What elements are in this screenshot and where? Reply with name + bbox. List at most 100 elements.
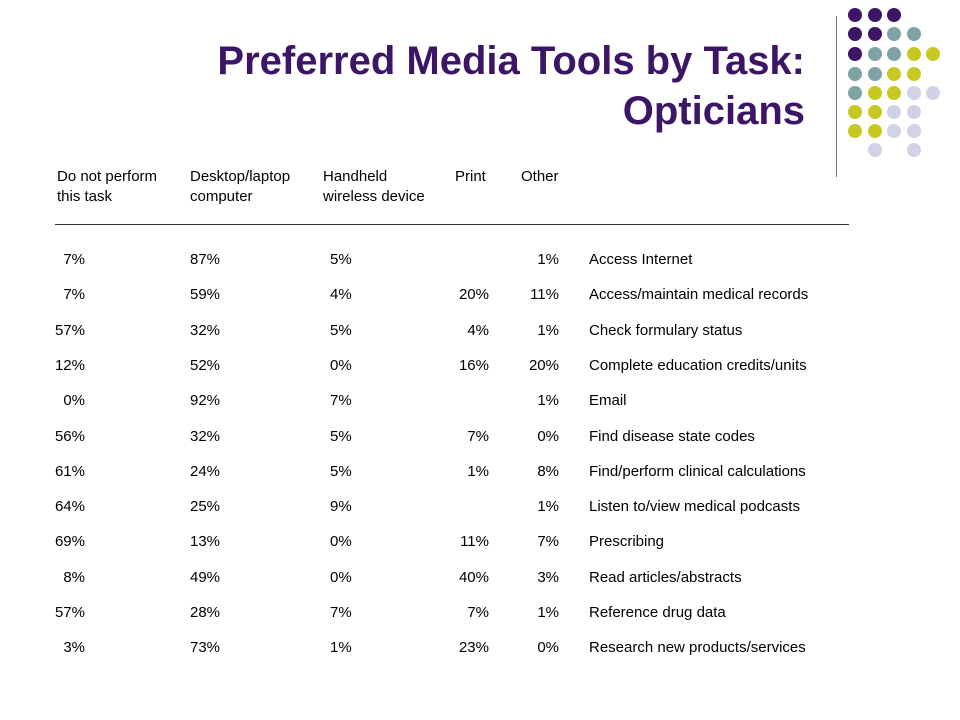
cell-do-not-perform: 57% [54, 322, 85, 339]
table-row: 69% 13% 0% 11% 7% Prescribing [0, 532, 960, 552]
cell-do-not-perform: 3% [63, 639, 85, 656]
table-row: 56% 32% 5% 7% 0% Find disease state codes [0, 427, 960, 447]
decorative-dot [868, 47, 882, 61]
cell-handheld-wireless: 9% [330, 498, 352, 515]
decorative-dot [926, 86, 940, 100]
cell-other: 1% [537, 251, 559, 268]
title-line-2: Opticians [622, 89, 805, 133]
cell-do-not-perform: 56% [54, 428, 85, 445]
cell-task: Research new products/services [589, 639, 806, 656]
table-row: 7% 87% 5% 1% Access Internet [0, 250, 960, 270]
header-rule [55, 224, 849, 225]
cell-task: Email [589, 392, 627, 409]
decorative-dot [868, 143, 882, 157]
cell-desktop-laptop: 28% [190, 604, 221, 621]
cell-other: 1% [537, 498, 559, 515]
cell-print: 7% [467, 428, 489, 445]
cell-desktop-laptop: 25% [190, 498, 221, 515]
decorative-dot [868, 124, 882, 138]
cell-other: 3% [537, 569, 559, 586]
cell-print: 11% [460, 533, 489, 550]
cell-handheld-wireless: 5% [330, 322, 352, 339]
cell-print: 4% [467, 322, 489, 339]
table-row: 7% 59% 4% 20% 11% Access/maintain medical rec… [0, 285, 960, 305]
decorative-dot [907, 67, 921, 81]
cell-task: Complete education credits/units [589, 357, 807, 374]
decorative-dot [907, 124, 921, 138]
cell-print: 16% [458, 357, 489, 374]
cell-task: Reference drug data [589, 604, 726, 621]
decorative-dot [887, 67, 901, 81]
cell-handheld-wireless: 5% [330, 251, 352, 268]
table-row: 61% 24% 5% 1% 8% Find/perform clinical calcul… [0, 462, 960, 482]
cell-other: 8% [537, 463, 559, 480]
cell-do-not-perform: 57% [54, 604, 85, 621]
page-title: Preferred Media Tools by Task: Opticians [45, 36, 805, 136]
cell-other: 1% [537, 604, 559, 621]
cell-do-not-perform: 8% [63, 569, 85, 586]
decorative-dot [868, 8, 882, 22]
decorative-dot [907, 27, 921, 41]
header-other: Other [521, 168, 559, 185]
cell-desktop-laptop: 59% [190, 286, 221, 303]
cell-do-not-perform: 0% [63, 392, 85, 409]
decorative-dot [907, 143, 921, 157]
decorative-dot [868, 86, 882, 100]
cell-do-not-perform: 7% [63, 251, 85, 268]
decorative-dot [926, 47, 940, 61]
decorative-dot [868, 67, 882, 81]
cell-other: 0% [537, 428, 559, 445]
cell-do-not-perform: 61% [54, 463, 85, 480]
cell-do-not-perform: 12% [54, 357, 85, 374]
decorative-dot [848, 47, 862, 61]
decorative-dot [887, 47, 901, 61]
cell-task: Read articles/abstracts [589, 569, 742, 586]
cell-print: 1% [467, 463, 489, 480]
decorative-dot [868, 27, 882, 41]
decorative-dot [887, 8, 901, 22]
header-handheld-wireless: Handheld wireless device [323, 168, 425, 205]
cell-other: 11% [530, 286, 559, 303]
cell-print: 7% [467, 604, 489, 621]
cell-task: Check formulary status [589, 322, 743, 339]
cell-desktop-laptop: 52% [190, 357, 221, 374]
table-row: 12% 52% 0% 16% 20% Complete education credits… [0, 356, 960, 376]
decorative-dot [887, 27, 901, 41]
header-desktop-laptop: Desktop/laptop computer [190, 168, 291, 205]
decorative-dot [848, 105, 862, 119]
cell-task: Access/maintain medical records [589, 286, 809, 303]
cell-do-not-perform: 69% [54, 533, 85, 550]
cell-handheld-wireless: 5% [330, 463, 352, 480]
cell-handheld-wireless: 4% [330, 286, 352, 303]
cell-handheld-wireless: 0% [330, 357, 352, 374]
cell-task: Listen to/view medical podcasts [589, 498, 800, 515]
decorative-dot [907, 105, 921, 119]
cell-other: 1% [537, 392, 559, 409]
cell-other: 7% [537, 533, 559, 550]
cell-desktop-laptop: 32% [190, 322, 221, 339]
title-line-1: Preferred Media Tools by Task: [217, 39, 805, 83]
table-row: 64% 25% 9% 1% Listen to/view medical podcast… [0, 497, 960, 517]
decorative-dot [848, 124, 862, 138]
table-row: 8% 49% 0% 40% 3% Read articles/abstracts [0, 568, 960, 588]
decorative-dot [868, 105, 882, 119]
decorative-dot [848, 86, 862, 100]
cell-do-not-perform: 7% [63, 286, 85, 303]
decorative-dot [887, 124, 901, 138]
cell-desktop-laptop: 24% [190, 463, 221, 480]
cell-task: Find/perform clinical calculations [589, 463, 806, 480]
cell-desktop-laptop: 32% [190, 428, 221, 445]
cell-print: 20% [458, 286, 489, 303]
cell-print: 23% [458, 639, 489, 656]
decorative-dot [907, 86, 921, 100]
cell-other: 0% [537, 639, 559, 656]
cell-desktop-laptop: 49% [190, 569, 221, 586]
decorative-dot [848, 27, 862, 41]
table-row: 3% 73% 1% 23% 0% Research new products/servic… [0, 638, 960, 658]
table-row: 0% 92% 7% 1% Email [0, 391, 960, 411]
cell-task: Prescribing [589, 533, 665, 550]
cell-desktop-laptop: 87% [190, 251, 221, 268]
cell-task: Find disease state codes [589, 428, 755, 445]
cell-desktop-laptop: 13% [190, 533, 221, 550]
cell-handheld-wireless: 0% [330, 533, 352, 550]
